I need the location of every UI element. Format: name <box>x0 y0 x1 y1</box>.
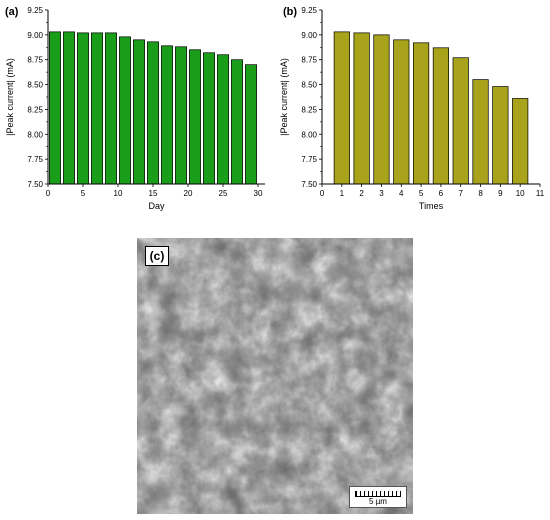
panel-c-label: (c) <box>145 246 169 266</box>
bar <box>333 31 350 185</box>
bar <box>63 31 75 185</box>
bar <box>432 47 449 185</box>
bar <box>161 45 173 185</box>
x-tick-label: 11 <box>536 189 545 198</box>
scale-bar-ruler <box>355 491 401 497</box>
y-tick-label: 9.25 <box>27 6 43 15</box>
y-tick-label: 9.00 <box>27 31 43 40</box>
y-tick-label: 9.25 <box>301 6 317 15</box>
x-axis-label: Day <box>148 201 165 211</box>
y-tick-label: 8.50 <box>301 81 317 90</box>
bar <box>353 32 370 185</box>
x-tick-label: 2 <box>359 189 364 198</box>
scale-bar: 5 µm <box>349 486 407 508</box>
bar <box>245 64 257 185</box>
bar <box>512 98 529 185</box>
bar <box>147 41 159 185</box>
x-tick-label: 5 <box>419 189 424 198</box>
x-tick-label: 0 <box>320 189 325 198</box>
scale-bar-label: 5 µm <box>369 497 387 506</box>
panel-label: (a) <box>5 6 19 18</box>
x-tick-label: 15 <box>149 189 158 198</box>
y-tick-label: 8.25 <box>301 105 317 114</box>
y-tick-label: 7.75 <box>27 155 43 164</box>
bar <box>189 49 201 185</box>
x-tick-label: 4 <box>399 189 404 198</box>
x-tick-label: 3 <box>379 189 384 198</box>
x-tick-label: 10 <box>516 189 525 198</box>
bar <box>105 32 117 185</box>
chart-a: (a) 7.50 7.75 8.00 8.25 8.50 8.75 9.00 9.25 0 5 10 1… <box>5 6 265 211</box>
bar <box>492 86 509 185</box>
y-tick-label: 8.25 <box>27 105 43 114</box>
x-tick-label: 9 <box>498 189 503 198</box>
bar <box>133 39 145 185</box>
bar <box>452 57 469 185</box>
bar <box>373 34 390 185</box>
bar <box>91 32 103 185</box>
x-axis-label: Times <box>419 201 444 211</box>
chart-b: (b) 7.50 7.75 8.00 8.25 8.50 8.75 9.00 9.25 0 1 2 3 4… <box>279 6 545 211</box>
x-tick-label: 1 <box>340 189 345 198</box>
y-tick-label: 7.50 <box>301 180 317 189</box>
bar <box>49 31 61 185</box>
bar <box>175 46 187 185</box>
y-tick-label: 8.50 <box>27 81 43 90</box>
x-tick-label: 0 <box>46 189 51 198</box>
y-tick-label: 8.00 <box>27 130 43 139</box>
bar <box>203 52 215 185</box>
y-tick-label: 8.00 <box>301 130 317 139</box>
x-tick-label: 5 <box>81 189 86 198</box>
x-tick-label: 8 <box>478 189 483 198</box>
sem-image <box>137 238 413 514</box>
y-axis-label: |Peak current| (mA) <box>279 58 289 136</box>
y-tick-label: 7.50 <box>27 180 43 189</box>
bar <box>413 42 430 185</box>
x-tick-label: 30 <box>254 189 263 198</box>
bar <box>393 39 410 185</box>
y-axis-label: |Peak current| (mA) <box>5 58 15 136</box>
bar <box>119 36 131 185</box>
bar <box>217 54 229 185</box>
x-tick-label: 25 <box>219 189 228 198</box>
y-tick-label: 8.75 <box>301 56 317 65</box>
bar <box>231 59 243 185</box>
sem-micrograph: (c) 5 µm <box>137 238 413 514</box>
y-tick-label: 7.75 <box>301 155 317 164</box>
x-tick-label: 7 <box>459 189 464 198</box>
panel-label: (b) <box>283 6 297 18</box>
y-tick-label: 9.00 <box>301 31 317 40</box>
y-tick-label: 8.75 <box>27 56 43 65</box>
x-tick-label: 6 <box>439 189 444 198</box>
x-tick-label: 10 <box>114 189 123 198</box>
bar <box>77 32 89 185</box>
x-tick-label: 20 <box>184 189 193 198</box>
bar <box>472 79 489 185</box>
